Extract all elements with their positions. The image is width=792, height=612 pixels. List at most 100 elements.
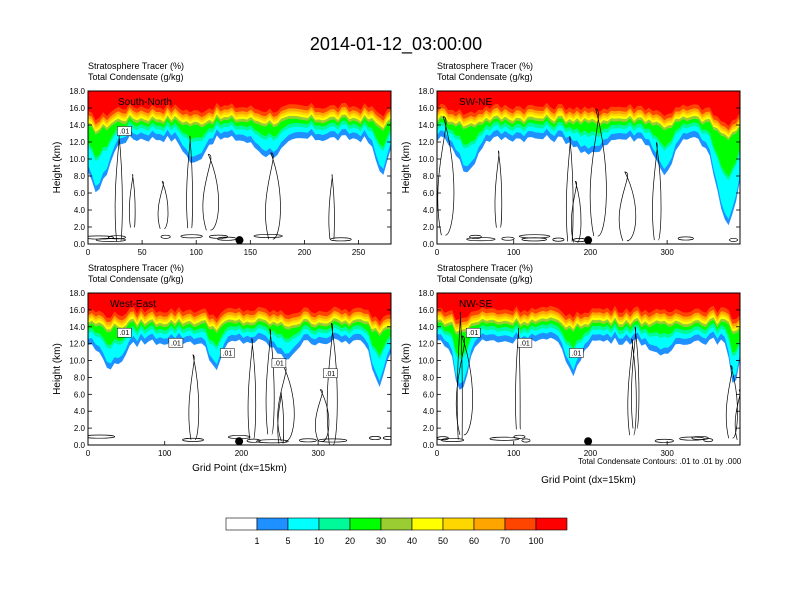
y-axis-label: Height (km) (401, 142, 412, 194)
contour-label: .01 (572, 350, 582, 357)
y-tick-label: 16.0 (69, 306, 85, 315)
contour-line (456, 311, 463, 440)
x-tick-label: 200 (584, 449, 598, 458)
y-tick-label: 18.0 (418, 289, 434, 298)
contour-label: .01 (171, 340, 181, 347)
y-tick-label: 0.0 (74, 441, 86, 450)
colorbar-label: 20 (345, 536, 355, 546)
colorbar: 1 5 10 20 30 40 50 60 70 100 (225, 517, 568, 546)
plot-frame (436, 292, 741, 446)
colorbar-label: 60 (469, 536, 479, 546)
contour-line (265, 152, 281, 240)
y-tick-label: 10.0 (69, 155, 85, 164)
colorbar-label: 100 (528, 536, 543, 546)
tracer-band-10 (437, 293, 740, 321)
contour-line (107, 235, 126, 240)
contour-label-box (168, 338, 184, 348)
colorbar-swatch (442, 517, 475, 531)
y-tick-label: 6.0 (423, 390, 435, 399)
y-tick-label: 2.0 (423, 424, 435, 433)
contour-line (382, 436, 391, 440)
y-tick-label: 18.0 (69, 87, 85, 96)
y-tick-label: 16.0 (69, 104, 85, 113)
contour-line (515, 327, 521, 430)
y-tick-label: 14.0 (418, 323, 434, 332)
colorbar-label: 50 (438, 536, 448, 546)
tracer-top-band (88, 91, 391, 98)
y-tick-label: 14.0 (418, 121, 434, 130)
y-tick-label: 6.0 (423, 189, 435, 198)
plot-frame (87, 292, 392, 446)
y-tick-label: 4.0 (423, 407, 435, 416)
colorbar-swatch (411, 517, 444, 531)
contour-line (314, 389, 330, 442)
colorbar-label: 30 (376, 536, 386, 546)
contour-line (246, 438, 261, 443)
x-tick-label: 300 (660, 449, 674, 458)
colorbar-label: 40 (407, 536, 417, 546)
y-tick-label: 16.0 (418, 104, 434, 113)
contour-label: .01 (274, 361, 284, 368)
panel-sw-ne: Stratosphere Tracer (%)Total Condensate … (401, 61, 741, 257)
colorbar-label: 1 (254, 536, 259, 546)
x-tick-label: 0 (86, 248, 91, 257)
y-tick-label: 12.0 (69, 138, 85, 147)
panels: Stratosphere Tracer (%)Total Condensate … (52, 61, 741, 486)
contour-line (256, 439, 289, 444)
contour-label: .01 (119, 129, 129, 136)
colorbar-label: 70 (500, 536, 510, 546)
contour-line (369, 436, 382, 440)
x-axis-label: Grid Point (dx=15km) (541, 475, 636, 486)
panel-title-condensate: Total Condensate (g/kg) (437, 72, 533, 82)
contour-label-box (517, 338, 533, 348)
contour-line (88, 434, 116, 439)
contour-line (88, 235, 114, 240)
contour-line (677, 236, 694, 241)
contour-line (654, 438, 674, 443)
y-tick-label: 6.0 (74, 390, 86, 399)
contour-line (679, 436, 705, 441)
colorbar-swatch (318, 517, 351, 531)
contour-line (318, 438, 348, 443)
colorbar-swatch (349, 517, 382, 531)
y-tick-label: 0.0 (74, 240, 86, 249)
contour-line (691, 436, 709, 440)
y-tick-label: 4.0 (74, 407, 86, 416)
x-tick-label: 50 (138, 248, 147, 257)
contour-line (469, 234, 482, 239)
y-tick-label: 12.0 (69, 340, 85, 349)
colorbar-swatch (225, 517, 258, 531)
x-tick-label: 250 (352, 248, 366, 257)
contour-label: .01 (223, 350, 233, 357)
tracer-top-band (88, 293, 391, 300)
contour-line (247, 338, 257, 440)
contour-line (277, 392, 285, 444)
panel-label: SW-NE (459, 97, 492, 108)
y-tick-label: 8.0 (423, 172, 435, 181)
contour-line (128, 174, 136, 228)
x-tick-label: 100 (158, 449, 172, 458)
contour-line (518, 234, 551, 239)
x-axis-label: Grid Point (dx=15km) (192, 463, 287, 474)
y-tick-label: 10.0 (418, 357, 434, 366)
contour-line (570, 181, 582, 243)
panel-title-condensate: Total Condensate (g/kg) (88, 72, 184, 82)
contour-line (521, 438, 531, 443)
plot-frame (87, 90, 392, 245)
y-tick-label: 10.0 (69, 357, 85, 366)
contour-line (652, 142, 662, 241)
contour-line (157, 181, 169, 230)
tracer-top-band (437, 293, 740, 300)
panel-title-tracer: Stratosphere Tracer (%) (88, 61, 184, 71)
condensate-contours (88, 131, 352, 242)
panel-label: South-North (118, 97, 172, 108)
location-marker (235, 437, 244, 446)
y-tick-label: 18.0 (418, 87, 434, 96)
y-axis-label: Height (km) (52, 142, 63, 194)
location-marker (235, 236, 244, 245)
y-tick-label: 14.0 (69, 323, 85, 332)
panel-title-tracer: Stratosphere Tracer (%) (437, 61, 533, 71)
panel-title-tracer: Stratosphere Tracer (%) (437, 263, 533, 273)
y-tick-label: 8.0 (423, 373, 435, 382)
